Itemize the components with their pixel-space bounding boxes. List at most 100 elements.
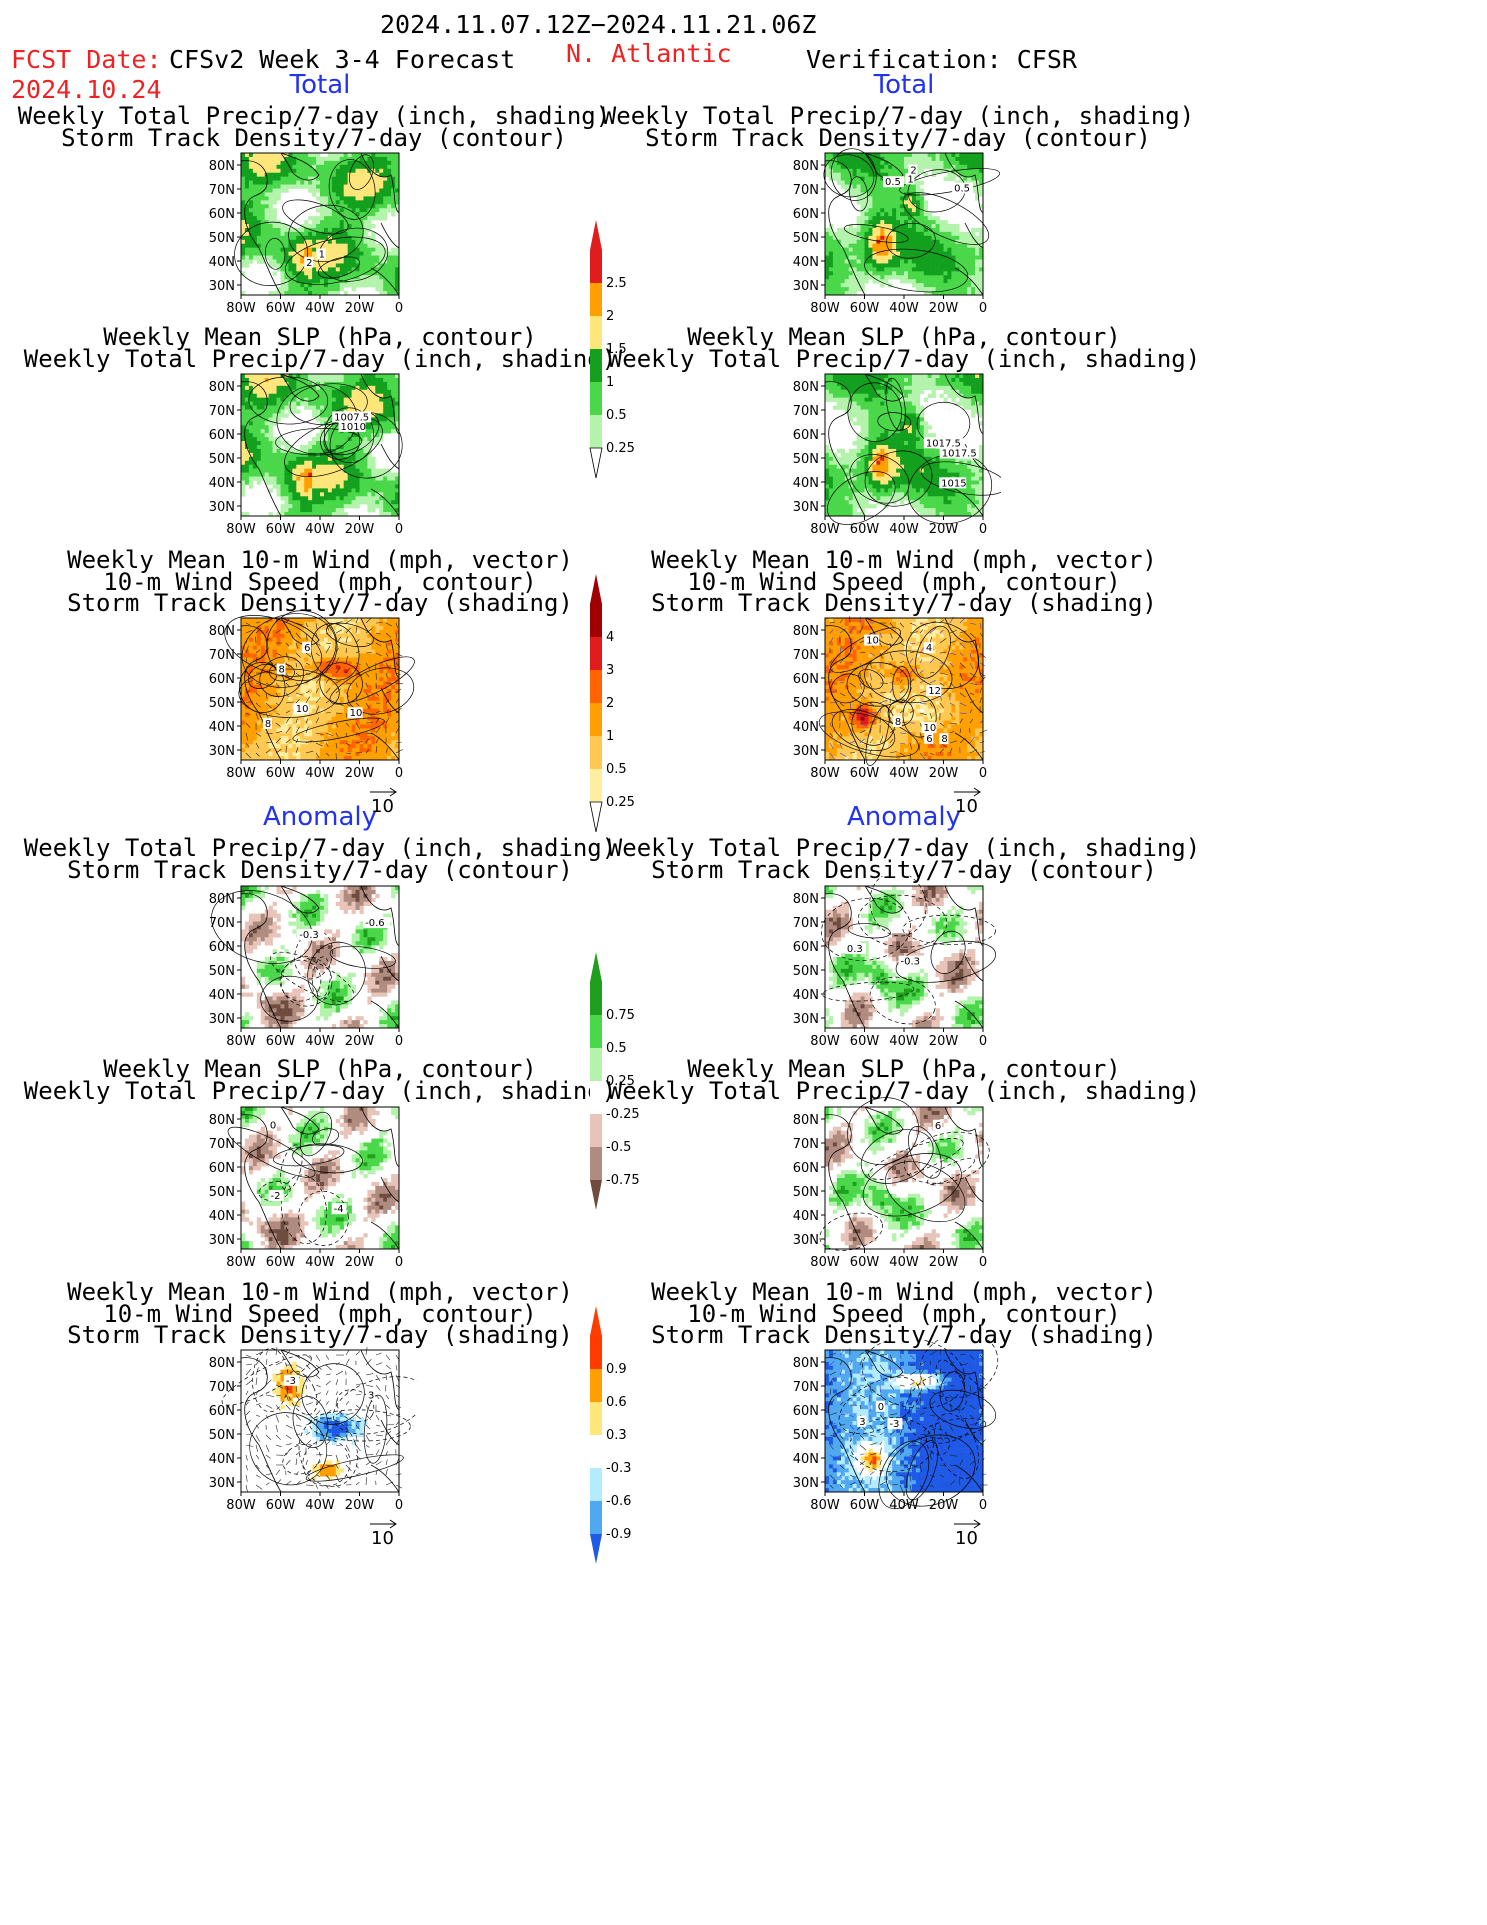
- lon-tick-label: 40W: [889, 1034, 919, 1049]
- lat-tick-label: 50N: [209, 452, 235, 467]
- lon-tick-label: 80W: [810, 766, 840, 781]
- colorbar-label: 0.9: [606, 1362, 627, 1377]
- lat-tick-label: 80N: [793, 1356, 819, 1371]
- lat-tick-label: 70N: [209, 648, 235, 663]
- lat-tick-label: 30N: [209, 279, 235, 294]
- map-svg: -4 -2 0 80N 70N 60N 50N 40N 30N 80W 60W 40W 20W 0: [209, 1106, 403, 1270]
- map-svg: 12 0.5 0.5 80N 70N 60N 50N 40N 30N 80W 60W 40W 20W 0: [793, 148, 1000, 316]
- contour-label: 8: [941, 734, 947, 745]
- contour-label: 6: [935, 1121, 941, 1132]
- map-svg: -0.3 0.3 80N 70N 60N 50N 40N 30N 80W 60W 40W 20W 0: [793, 871, 996, 1049]
- lon-tick-label: 80W: [226, 1034, 256, 1049]
- lat-tick-label: 70N: [793, 1137, 819, 1152]
- vector-reference-label: 10: [371, 1528, 394, 1549]
- contour-label: 10: [350, 708, 363, 719]
- panel-title-line: Storm Track Density/7-day (contour): [651, 855, 1157, 884]
- map-panel-r-ap: -0.3 0.3 80N 70N 60N 50N 40N 30N 80W 60W 40W 20W 0: [783, 871, 1001, 1054]
- lat-tick-label: 70N: [793, 183, 819, 198]
- lat-tick-label: 40N: [209, 476, 235, 491]
- panel-title-line: Storm Track Density/7-day (shading): [67, 1321, 573, 1349]
- colorbar-label: 1: [606, 729, 614, 744]
- lon-tick-label: 60W: [850, 1255, 880, 1270]
- lat-tick-label: 50N: [209, 964, 235, 979]
- section-anomaly-left: Anomaly: [262, 802, 378, 832]
- colorbar-label: 0.5: [606, 1041, 627, 1056]
- colorbar-track-total: 4 3 2 1 0.5 0.25: [588, 574, 668, 836]
- colorbar-label: -0.3: [606, 1461, 631, 1476]
- lon-tick-label: 60W: [850, 1034, 880, 1049]
- panel-title-line: Weekly Total Precip/7-day (inch, shading…: [17, 102, 611, 130]
- lon-tick-label: 0: [979, 1498, 987, 1513]
- map-panel-r-as: 6 80N 70N 60N 50N 40N 30N 80W 60W 40W 20W 0: [783, 1097, 1001, 1275]
- lat-tick-label: 60N: [793, 207, 819, 222]
- map-panel-l-aw: 3 -3 80N 70N 60N 50N 40N 30N 80W 60W 40W 20W 0: [199, 1340, 427, 1518]
- map-svg: 3 -3 80N 70N 60N 50N 40N 30N 80W 60W 40W 20W 0: [209, 1347, 427, 1513]
- contour-label: -3: [889, 1419, 899, 1430]
- lon-tick-label: 80W: [226, 522, 256, 537]
- lat-tick-label: 50N: [793, 1185, 819, 1200]
- panel-title-line: 10-m Wind Speed (mph, contour): [687, 1299, 1121, 1328]
- contour-label: -3: [286, 1376, 296, 1387]
- lat-tick-label: 60N: [209, 1161, 235, 1176]
- map-svg: 8 10 10 6 8 80N 70N 60N 50N 40N 30N 80W 60W 40W 20W 0: [209, 610, 415, 781]
- lat-tick-label: 60N: [793, 428, 819, 443]
- lat-tick-label: 30N: [793, 500, 819, 515]
- lon-tick-label: 80W: [226, 301, 256, 316]
- panel-title-line: Storm Track Density/7-day (shading): [67, 589, 573, 617]
- lon-tick-label: 0: [979, 766, 987, 781]
- lat-tick-label: 50N: [209, 1185, 235, 1200]
- contour-label: 0.5: [885, 177, 901, 188]
- contour-label: 6: [304, 643, 310, 654]
- lon-tick-label: 80W: [226, 1498, 256, 1513]
- lon-tick-label: 20W: [345, 1498, 375, 1513]
- contour-label: 3: [368, 1390, 374, 1401]
- contour-label: 0: [878, 1402, 884, 1413]
- lat-tick-label: 70N: [209, 404, 235, 419]
- lon-tick-label: 20W: [929, 1034, 959, 1049]
- lat-tick-label: 40N: [793, 255, 819, 270]
- map-panel-r-tw: 10 8 12 4 8 6 10 80N 70N 60N 50N 40N 30N 80W 60W 40W 20W…: [783, 608, 1001, 786]
- lat-tick-label: 30N: [209, 1233, 235, 1248]
- panel-title-line: 10-m Wind Speed (mph, contour): [103, 567, 537, 596]
- fcst-label: FCST Date:: [11, 45, 162, 74]
- panel-title-line: Weekly Mean 10-m Wind (mph, vector): [67, 546, 573, 574]
- contour-label: 0: [270, 1121, 276, 1132]
- colorbar-label: 0.5: [606, 762, 627, 777]
- lon-tick-label: 40W: [889, 1498, 919, 1513]
- lon-tick-label: 0: [395, 1034, 403, 1049]
- panel-title-line: Storm Track Density/7-day (contour): [645, 123, 1151, 152]
- lat-tick-label: 50N: [793, 231, 819, 246]
- colorbar-label: 0.5: [606, 408, 627, 423]
- lat-tick-label: 70N: [209, 1380, 235, 1395]
- lon-tick-label: 20W: [345, 1255, 375, 1270]
- section-anomaly-right: Anomaly: [846, 802, 962, 832]
- lat-tick-label: 80N: [793, 892, 819, 907]
- lat-tick-label: 70N: [793, 404, 819, 419]
- lat-tick-label: 50N: [793, 964, 819, 979]
- lat-tick-label: 40N: [209, 988, 235, 1003]
- lon-tick-label: 20W: [929, 522, 959, 537]
- colorbar-label: -0.6: [606, 1494, 631, 1509]
- lon-tick-label: 40W: [889, 766, 919, 781]
- contour-label: 6: [926, 734, 932, 745]
- map-panel-l-ts: 1010 1007.5 80N 70N 60N 50N 40N 30N 80W 60W 40W 20W…: [199, 364, 417, 542]
- contour-label: 8: [279, 664, 285, 675]
- lat-tick-label: 40N: [793, 1452, 819, 1467]
- lat-tick-label: 30N: [209, 744, 235, 759]
- lat-tick-label: 80N: [209, 892, 235, 907]
- lon-tick-label: 60W: [266, 766, 296, 781]
- colorbar-label: -0.9: [606, 1527, 631, 1542]
- section-total-left: Total: [289, 70, 351, 100]
- colorbar-label: 0.25: [606, 1074, 635, 1089]
- contour-label: 2: [306, 258, 312, 269]
- panel-title-line: Weekly Total Precip/7-day (inch, shading…: [607, 344, 1201, 373]
- colorbar-precip-total: 2.5 2 1.5 1 0.5 0.25: [588, 220, 668, 482]
- lon-tick-label: 20W: [929, 766, 959, 781]
- lat-tick-label: 30N: [209, 1476, 235, 1491]
- lat-tick-label: 30N: [793, 279, 819, 294]
- lon-tick-label: 40W: [889, 301, 919, 316]
- lon-tick-label: 40W: [305, 522, 335, 537]
- panel-title-line: Weekly Mean SLP (hPa, contour): [687, 1055, 1121, 1083]
- lat-tick-label: 30N: [793, 1233, 819, 1248]
- lon-tick-label: 40W: [305, 1498, 335, 1513]
